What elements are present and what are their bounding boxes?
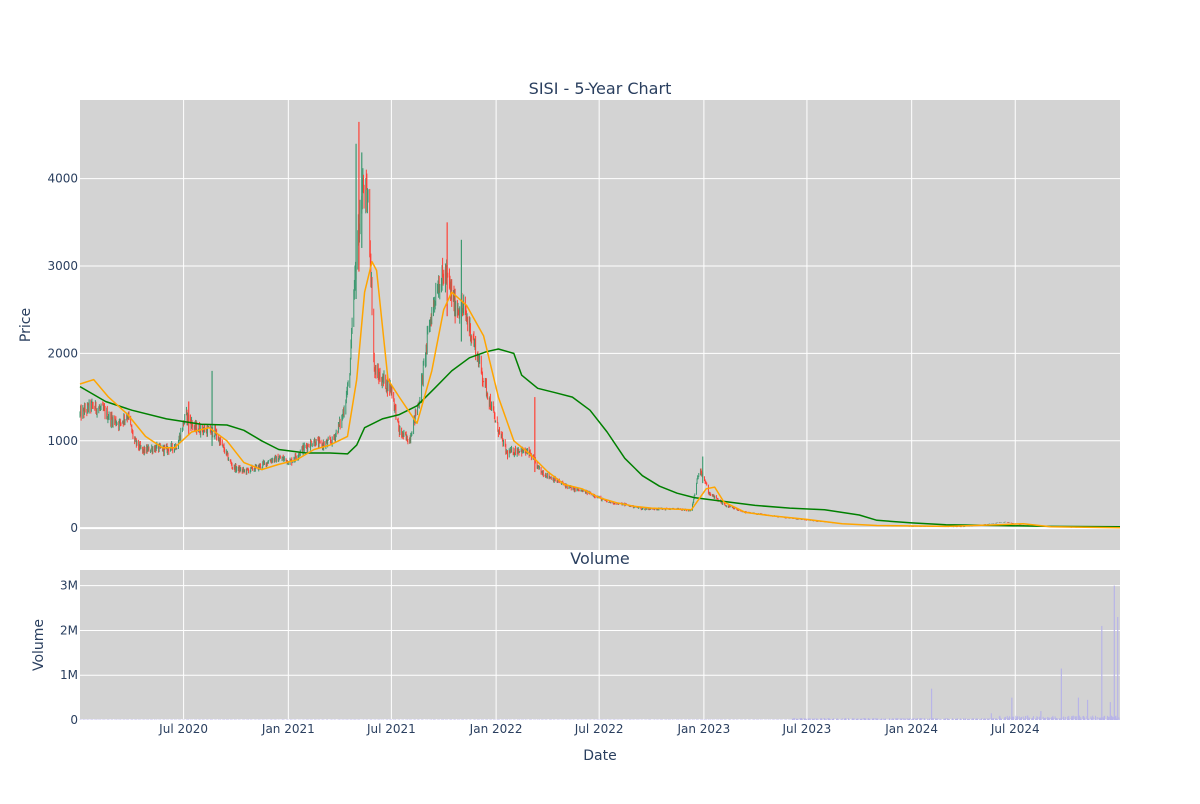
price-y-tick-labels: 0 1000 2000 3000 4000	[47, 172, 78, 536]
volume-y-tick-label: 2M	[60, 623, 78, 637]
x-tick-label: Jan 2023	[676, 722, 730, 736]
price-axis-title: Price	[18, 308, 34, 342]
volume-y-tick-label: 1M	[60, 668, 78, 682]
price-y-tick-label: 2000	[47, 346, 78, 360]
volume-plot-background	[80, 570, 1120, 720]
volume-panel: 0 1M 2M 3M Jul 2020 Jan 2021 Jul 2021 Jan 2022…	[31, 570, 1120, 764]
volume-subplot-title: Volume	[570, 549, 630, 568]
price-y-tick-label: 1000	[47, 434, 78, 448]
volume-bars	[79, 585, 1120, 720]
price-gridlines	[80, 100, 1120, 550]
x-tick-label: Jan 2024	[884, 722, 938, 736]
price-y-tick-label: 0	[70, 521, 78, 535]
x-tick-label: Jul 2024	[990, 722, 1040, 736]
x-tick-labels: Jul 2020 Jan 2021 Jul 2021 Jan 2022 Jul 2022…	[158, 722, 1040, 736]
x-axis-title: Date	[583, 748, 616, 764]
x-tick-label: Jul 2020	[158, 722, 208, 736]
long-moving-average-line	[79, 348, 1121, 528]
price-plot-background	[80, 100, 1120, 550]
volume-y-tick-label: 0	[70, 713, 78, 727]
x-tick-label: Jul 2023	[781, 722, 831, 736]
price-moving-averages	[79, 260, 1121, 529]
volume-y-tick-labels: 0 1M 2M 3M	[60, 579, 78, 727]
chart-title: SISI - 5-Year Chart	[529, 79, 672, 98]
volume-gridlines	[80, 570, 1120, 721]
volume-y-tick-label: 3M	[60, 579, 78, 593]
x-tick-label: Jul 2021	[366, 722, 416, 736]
x-tick-label: Jan 2021	[261, 722, 315, 736]
price-panel: 0 1000 2000 3000 4000 Price	[18, 100, 1121, 550]
price-y-tick-label: 4000	[47, 172, 78, 186]
short-moving-average-line	[79, 260, 1121, 529]
price-y-tick-label: 3000	[47, 259, 78, 273]
x-tick-label: Jan 2022	[469, 722, 523, 736]
volume-axis-title: Volume	[31, 619, 47, 671]
x-tick-label: Jul 2022	[574, 722, 624, 736]
